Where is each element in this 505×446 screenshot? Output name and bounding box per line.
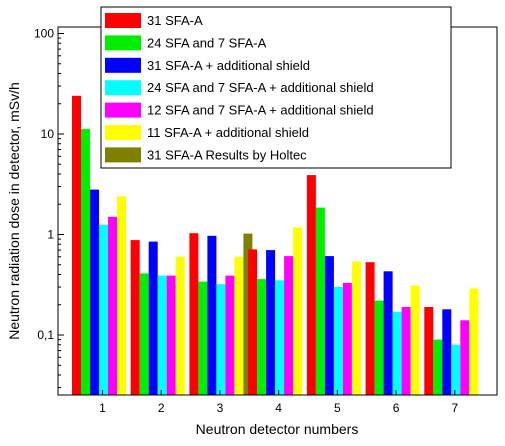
- bar: [392, 311, 402, 395]
- bar: [324, 256, 334, 395]
- bars-layer: [72, 95, 479, 396]
- legend-label: 31 SFA-A: [147, 13, 203, 28]
- ticks-layer: 0,1 1 10 100 1 2 3 4 5 6 7: [34, 27, 458, 416]
- bar: [207, 235, 217, 395]
- bar: [166, 275, 176, 395]
- x-tick-label: 2: [158, 401, 165, 415]
- bar: [401, 307, 411, 395]
- y-tick-label: 10: [41, 127, 55, 141]
- bar: [424, 307, 434, 395]
- x-tick-label: 1: [99, 401, 106, 415]
- bar: [99, 224, 108, 395]
- legend-swatch: [105, 35, 141, 51]
- legend: 31 SFA-A 24 SFA and 7 SFA-A 31 SFA-A + add…: [100, 6, 452, 169]
- bar: [175, 256, 185, 395]
- bar: [342, 282, 352, 395]
- legend-label: 12 SFA and 7 SFA-A + additional shield: [147, 103, 374, 118]
- legend-swatch: [105, 147, 141, 163]
- bar: [198, 281, 208, 395]
- bar: [189, 233, 199, 395]
- bar: [374, 300, 384, 395]
- legend-swatch: [105, 80, 141, 96]
- legend-label: 24 SFA and 7 SFA-A + additional shield: [147, 80, 374, 95]
- legend-swatch: [105, 102, 141, 118]
- bar: [257, 279, 267, 395]
- legend-label: 11 SFA-A + additional shield: [147, 125, 309, 140]
- bar: [451, 344, 461, 395]
- bar: [72, 95, 81, 396]
- bar: [333, 287, 343, 395]
- bar: [234, 256, 244, 395]
- bar: [139, 273, 149, 395]
- y-axis-title: Neutron radiation dose in detector, mSv/…: [6, 82, 22, 340]
- x-axis-title: Neutron detector numbers: [196, 421, 359, 437]
- y-tick-label: 0,1: [37, 328, 54, 342]
- bar: [469, 288, 479, 395]
- bar: [442, 309, 452, 395]
- bar: [225, 275, 235, 395]
- bar: [248, 249, 258, 395]
- bar: [365, 262, 375, 395]
- x-tick-label: 7: [451, 401, 458, 415]
- bar: [315, 207, 325, 395]
- bar: [410, 285, 420, 395]
- bar: [90, 189, 99, 395]
- y-tick-label: 100: [34, 27, 54, 41]
- y-tick-label: 1: [47, 228, 54, 242]
- legend-label: 31 SFA-A Results by Holtec: [147, 147, 307, 162]
- bar: [293, 227, 303, 395]
- legend-items: 31 SFA-A 24 SFA and 7 SFA-A 31 SFA-A + add…: [105, 13, 374, 163]
- bar: [130, 240, 140, 395]
- bar: [117, 196, 126, 395]
- bar: [81, 129, 90, 395]
- bar: [108, 216, 117, 395]
- x-tick-label: 4: [275, 401, 282, 415]
- bar: [148, 241, 158, 395]
- legend-label: 31 SFA-A + additional shield: [147, 58, 310, 73]
- legend-swatch: [105, 125, 141, 140]
- bar: [351, 261, 361, 395]
- bar: [275, 280, 285, 395]
- legend-label: 24 SFA and 7 SFA-A: [147, 35, 267, 50]
- bar: [157, 275, 167, 395]
- x-tick-label: 5: [334, 401, 341, 415]
- legend-box: [100, 6, 452, 169]
- bar: [266, 250, 276, 395]
- bar: [433, 339, 443, 395]
- bar: [460, 320, 470, 395]
- legend-swatch: [105, 13, 141, 28]
- x-tick-label: 6: [393, 401, 400, 415]
- legend-swatch: [105, 57, 141, 73]
- bar: [306, 175, 316, 395]
- bar: [383, 271, 393, 395]
- bar: [243, 233, 253, 395]
- x-tick-label: 3: [217, 401, 224, 415]
- bar: [216, 284, 226, 395]
- bar: [284, 256, 294, 395]
